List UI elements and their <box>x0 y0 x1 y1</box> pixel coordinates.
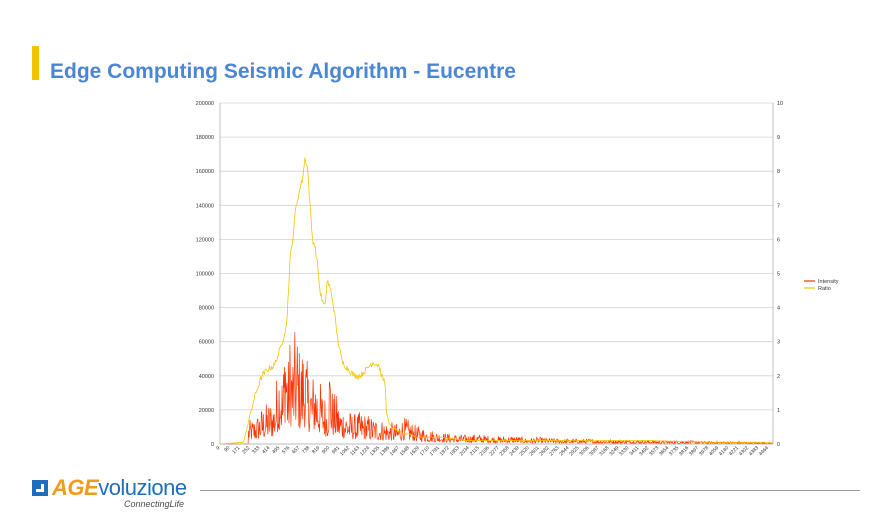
y2-tick-label: 5 <box>777 272 780 278</box>
x-tick-label: 2601 <box>528 445 540 457</box>
x-tick-label: 171 <box>231 445 241 455</box>
x-tick-label: 3330 <box>618 445 630 457</box>
x-tick-label: 4059 <box>708 445 720 457</box>
slide-title: Edge Computing Seismic Algorithm - Eucen… <box>50 60 516 83</box>
x-tick-label: 738 <box>301 445 311 455</box>
y-tick-label: 160000 <box>196 169 214 175</box>
logo-tagline: ConnectingLife <box>124 499 185 509</box>
series-intensity-line <box>220 332 773 445</box>
x-tick-label: 3978 <box>698 445 710 457</box>
x-tick-label: 2763 <box>548 445 560 457</box>
y2-tick-label: 3 <box>777 340 780 346</box>
x-tick-label: 2925 <box>568 445 580 457</box>
y2-tick-label: 0 <box>777 442 780 448</box>
x-tick-label: 333 <box>251 445 261 455</box>
x-tick-label: 3816 <box>678 445 690 457</box>
x-tick-label: 90 <box>223 445 231 453</box>
legend-label-intensity: Intensity <box>818 279 839 285</box>
x-tick-label: 9 <box>215 445 221 451</box>
x-tick-label: 3411 <box>628 445 640 457</box>
y-tick-label: 0 <box>211 442 214 448</box>
chart-series <box>219 157 773 445</box>
y2-tick-label: 4 <box>777 306 780 312</box>
x-tick-label: 2358 <box>499 445 511 457</box>
x-tick-label: 3492 <box>638 445 650 457</box>
x-tick-label: 900 <box>321 445 331 455</box>
y-tick-label: 40000 <box>199 374 214 380</box>
x-tick-label: 3168 <box>598 445 610 457</box>
x-tick-label: 4221 <box>728 445 740 457</box>
x-tick-label: 2277 <box>489 445 501 457</box>
x-tick-label: 2439 <box>509 445 521 457</box>
logo-brand-prefix: AGE <box>52 475 99 500</box>
x-tick-label: 2115 <box>469 445 481 457</box>
x-tick-label: 2844 <box>558 445 570 457</box>
y2-tick-label: 7 <box>777 203 780 209</box>
legend-label-ratio: Ratio <box>818 286 831 292</box>
x-tick-label: 4383 <box>748 445 760 457</box>
y2-tick-label: 6 <box>777 237 780 243</box>
logo-brand-suffix: voluzione <box>98 475 187 500</box>
y2-tick-label: 8 <box>777 169 780 175</box>
y-tick-label: 20000 <box>199 408 214 414</box>
x-tick-label: 576 <box>281 445 291 455</box>
x-tick-label: 3573 <box>648 445 660 457</box>
series-ratio-line <box>219 157 773 445</box>
y-tick-label: 100000 <box>196 272 214 278</box>
x-tick-label: 1143 <box>349 445 361 457</box>
x-tick-label: 819 <box>311 445 321 455</box>
x-tick-label: 1548 <box>399 445 411 457</box>
x-tick-label: 1305 <box>369 445 381 457</box>
y2-tick-label: 1 <box>777 408 780 414</box>
x-tick-label: 2196 <box>479 445 491 457</box>
x-tick-label: 1386 <box>379 445 391 457</box>
x-tick-label: 4140 <box>718 445 730 457</box>
x-tick-label: 3735 <box>668 445 680 457</box>
footer-divider <box>200 490 860 491</box>
x-tick-label: 3006 <box>578 445 590 457</box>
x-tick-label: 3249 <box>608 445 620 457</box>
x-tick-label: 252 <box>241 445 251 455</box>
x-tick-label: 3897 <box>688 445 700 457</box>
x-tick-label: 2520 <box>518 445 530 457</box>
logo-mark-icon <box>32 480 48 496</box>
chart-axes: 0 20000 40000 60000 80000 100000 120000 140000 1… <box>196 101 783 457</box>
x-tick-label: 1467 <box>389 445 401 457</box>
y2-tick-label: 9 <box>777 135 780 141</box>
x-tick-label: 3087 <box>588 445 600 457</box>
y-tick-label: 120000 <box>196 237 214 243</box>
x-tick-label: 4464 <box>758 445 770 457</box>
agevoluzione-logo: AGEvoluzione ConnectingLife <box>32 475 192 512</box>
x-tick-label: 657 <box>291 445 301 455</box>
x-tick-label: 2682 <box>538 445 550 457</box>
x-tick-label: 4302 <box>738 445 750 457</box>
y-tick-label: 140000 <box>196 203 214 209</box>
logo-wordmark: AGEvoluzione <box>52 475 187 501</box>
y-tick-label: 80000 <box>199 306 214 312</box>
y-tick-label: 200000 <box>196 101 214 107</box>
y-tick-label: 60000 <box>199 340 214 346</box>
x-tick-label: 1062 <box>339 445 351 457</box>
x-tick-label: 1791 <box>429 445 441 457</box>
x-tick-label: 1224 <box>359 445 371 457</box>
title-accent-bar <box>32 46 39 80</box>
x-tick-label: 1710 <box>419 445 431 457</box>
y2-tick-label: 10 <box>777 101 783 107</box>
x-tick-label: 1872 <box>439 445 451 457</box>
x-tick-label: 1629 <box>409 445 421 457</box>
y-tick-label: 180000 <box>196 135 214 141</box>
x-tick-label: 495 <box>271 445 281 455</box>
x-tick-label: 414 <box>261 445 271 455</box>
x-tick-label: 2034 <box>459 445 471 457</box>
x-tick-label: 3654 <box>658 445 670 457</box>
y2-tick-label: 2 <box>777 374 780 380</box>
x-tick-label: 1953 <box>449 445 461 457</box>
x-tick-label: 981 <box>331 445 341 455</box>
